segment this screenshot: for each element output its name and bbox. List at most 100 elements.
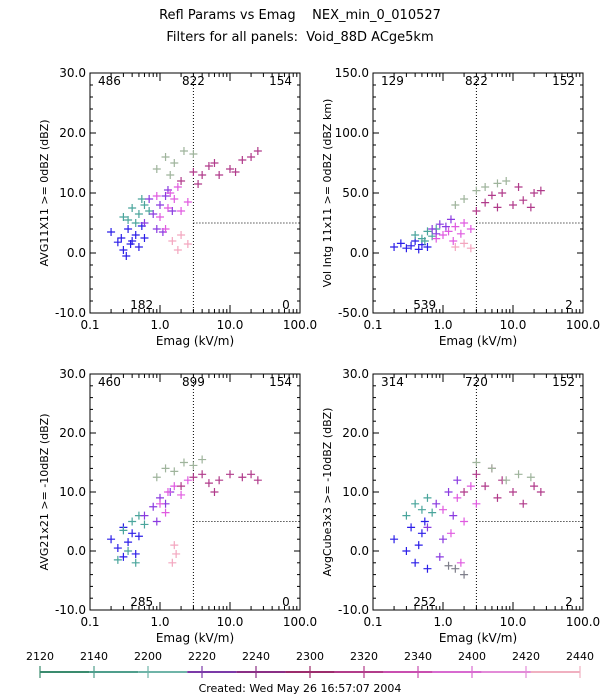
data-point	[247, 470, 256, 479]
data-point	[161, 153, 170, 161]
data-point	[189, 461, 198, 470]
y-tick-label: 150.0	[335, 66, 369, 80]
data-point	[451, 243, 460, 251]
data-point	[493, 203, 502, 212]
plot-frame	[372, 72, 584, 314]
x-tick-label: 0.1	[363, 318, 382, 332]
data-point	[152, 473, 161, 482]
data-point	[215, 171, 224, 179]
data-point	[131, 549, 140, 558]
y-tick-label: 10.0	[59, 485, 86, 499]
count-top-mid: 822	[465, 74, 488, 88]
data-point	[432, 234, 441, 243]
y-axis-label: AVG21x21 >= -10dBZ (dBZ)	[38, 414, 51, 571]
data-point	[198, 455, 207, 464]
data-point	[198, 171, 207, 179]
series-teal	[113, 511, 149, 567]
data-point	[177, 207, 186, 215]
x-tick-label: 100.0	[566, 615, 600, 629]
data-point	[439, 535, 447, 544]
plot-frame	[89, 72, 301, 314]
data-point	[170, 467, 179, 476]
data-point	[124, 538, 133, 547]
data-point	[204, 479, 213, 488]
data-point	[166, 189, 175, 197]
data-point	[166, 171, 175, 179]
data-point	[140, 201, 149, 209]
colorbar-label: 2440	[566, 650, 594, 663]
data-point	[134, 210, 143, 218]
data-point	[460, 517, 469, 526]
colorbar: 2120 2140 2200 2220 2240 2300 2320 2340 2400 2420…	[26, 650, 594, 678]
data-point	[137, 195, 146, 203]
series-blue	[107, 222, 149, 260]
data-point	[407, 241, 416, 250]
data-point	[509, 488, 517, 496]
y-tick-label: 0.0	[350, 246, 369, 260]
data-point	[161, 464, 170, 473]
data-point	[446, 529, 455, 538]
count-top-left: 460	[98, 375, 121, 389]
x-tick-label: 10.0	[217, 615, 244, 629]
x-tick-label: 0.1	[80, 615, 99, 629]
y-tick-label: 0.0	[350, 544, 369, 558]
x-tick-label: 0.1	[80, 318, 99, 332]
count-top-right: 154	[269, 74, 292, 88]
data-point	[117, 234, 126, 242]
data-point	[466, 225, 475, 233]
data-point	[530, 482, 539, 491]
data-point	[161, 225, 170, 233]
data-point	[423, 564, 432, 573]
data-point	[170, 541, 179, 550]
data-point	[177, 177, 186, 185]
data-point	[119, 552, 128, 561]
data-point	[198, 470, 207, 479]
data-point	[119, 526, 128, 535]
data-point	[179, 147, 188, 155]
series-plum	[177, 470, 262, 496]
data-point	[472, 186, 481, 195]
data-point	[536, 488, 545, 496]
data-point	[231, 168, 240, 176]
data-point	[177, 482, 186, 491]
data-point	[152, 192, 161, 200]
data-point	[435, 220, 444, 229]
x-tick-label: 100.0	[566, 318, 600, 332]
data-point	[131, 219, 140, 227]
data-point	[536, 186, 545, 195]
data-point	[140, 511, 149, 520]
colorbar-label: 2300	[296, 650, 324, 663]
data-point	[183, 198, 192, 206]
series-plum	[460, 464, 545, 508]
count-bottom-right: 0	[282, 595, 290, 609]
data-point	[396, 239, 405, 248]
series-gray	[444, 561, 469, 579]
count-top-mid: 720	[465, 375, 488, 389]
data-point	[514, 183, 523, 191]
created-timestamp: Created: Wed May 26 16:57:07 2004	[198, 682, 402, 695]
series-pink	[451, 239, 475, 253]
data-point	[446, 215, 455, 224]
data-point	[238, 473, 247, 482]
data-point	[481, 198, 490, 207]
data-point	[411, 499, 420, 508]
data-point	[134, 532, 143, 541]
count-bottom-left: 182	[130, 298, 153, 312]
data-point	[466, 244, 475, 253]
data-point	[460, 239, 469, 248]
colorbar-label: 2200	[134, 650, 162, 663]
data-point	[113, 544, 122, 553]
data-point	[441, 222, 450, 231]
data-point	[530, 189, 539, 197]
series-violet	[428, 215, 455, 238]
y-tick-label: 20.0	[342, 426, 369, 440]
y-tick-label: -50.0	[338, 306, 369, 320]
data-point	[173, 183, 182, 191]
series-blue	[390, 517, 432, 573]
data-point	[161, 508, 170, 517]
y-tick-label: 0.0	[67, 246, 86, 260]
x-tick-label: 100.0	[283, 615, 317, 629]
count-top-mid: 822	[182, 74, 205, 88]
data-point	[163, 488, 172, 496]
